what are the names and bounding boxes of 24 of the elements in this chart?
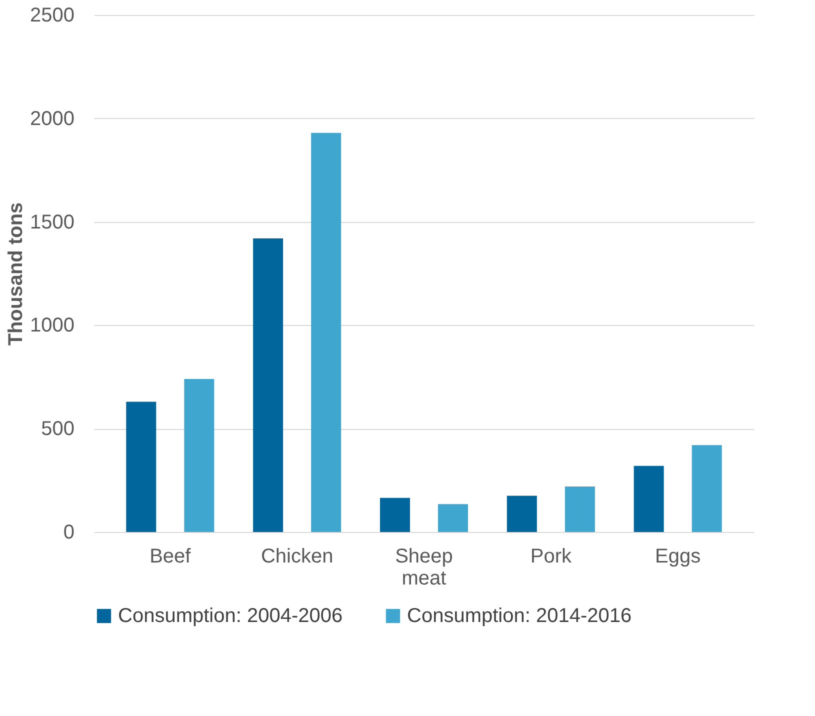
x-tick-label: Chicken — [260, 546, 334, 568]
bar — [692, 445, 722, 532]
bar — [253, 238, 284, 532]
y-tick-label: 1500 — [30, 211, 74, 234]
bar — [634, 466, 664, 532]
x-tick-label: Beef — [150, 546, 192, 568]
bar — [184, 378, 214, 532]
y-tick-label: 2500 — [30, 4, 74, 26]
x-tick-label: Eggs — [655, 546, 701, 568]
bar — [380, 498, 410, 532]
legend-label: Consumption: 2004-2006 — [118, 605, 343, 627]
bar — [564, 486, 595, 532]
x-tick-label: Pork — [530, 546, 572, 568]
x-tick-label: Sheep meat — [395, 546, 453, 590]
y-tick-label: 500 — [41, 418, 74, 440]
y-tick-label: 2000 — [30, 108, 74, 130]
bar — [506, 496, 537, 532]
y-tick-label: 0 — [63, 522, 74, 544]
bar — [311, 132, 342, 532]
bar — [438, 504, 468, 532]
bar — [126, 402, 156, 532]
y-axis-title: Thousand tons — [5, 202, 28, 346]
y-tick-label: 1000 — [30, 314, 74, 337]
legend-label: Consumption: 2014-2016 — [407, 605, 632, 627]
